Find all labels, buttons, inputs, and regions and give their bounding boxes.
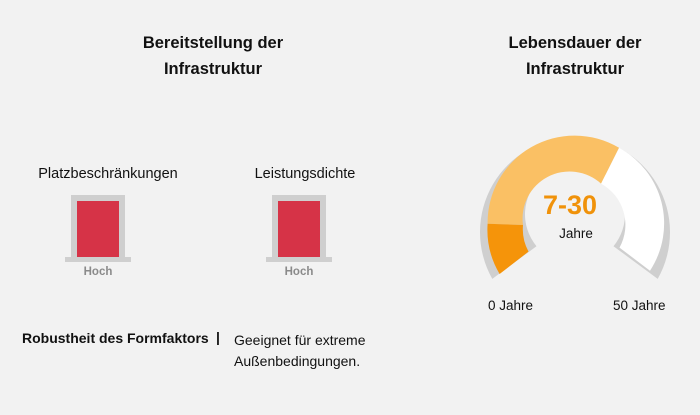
robustness-label: Robustheit des Formfaktors: [22, 330, 209, 346]
space-constraints-bar-fill: [77, 201, 119, 258]
space-constraints-level: Hoch: [83, 266, 113, 278]
power-density-bar-fill: [278, 201, 320, 258]
space-constraints-bar: [65, 195, 131, 262]
space-constraints-label: Platzbeschränkungen: [38, 166, 178, 182]
gauge-segment-rest: [601, 147, 665, 271]
deployment-heading-line2: Infrastruktur: [163, 60, 263, 78]
power-density-level: Hoch: [284, 266, 314, 278]
power-density-label: Leistungsdichte: [254, 166, 356, 182]
robustness-separator: |: [216, 329, 220, 345]
deployment-heading: Bereitstellung der Infrastruktur: [113, 30, 313, 82]
lifetime-heading-line2: Infrastruktur: [525, 60, 625, 78]
gauge-segment-range: [487, 135, 619, 225]
power-density-bar: [266, 195, 332, 262]
lifetime-unit: Jahre: [559, 226, 593, 241]
gauge-min-label: 0 Jahre: [488, 298, 534, 313]
robustness-value: Geeignet für extreme Außenbedingungen.: [234, 332, 366, 369]
lifetime-heading-line1: Lebensdauer der: [508, 34, 642, 52]
deployment-heading-line1: Bereitstellung der: [142, 34, 284, 52]
lifetime-gauge: [480, 135, 670, 279]
gauge-segment-low: [487, 223, 529, 274]
gauge-max-label: 50 Jahre: [613, 298, 666, 313]
lifetime-value: 7-30: [542, 190, 598, 220]
lifetime-heading: Lebensdauer der Infrastruktur: [475, 30, 675, 82]
